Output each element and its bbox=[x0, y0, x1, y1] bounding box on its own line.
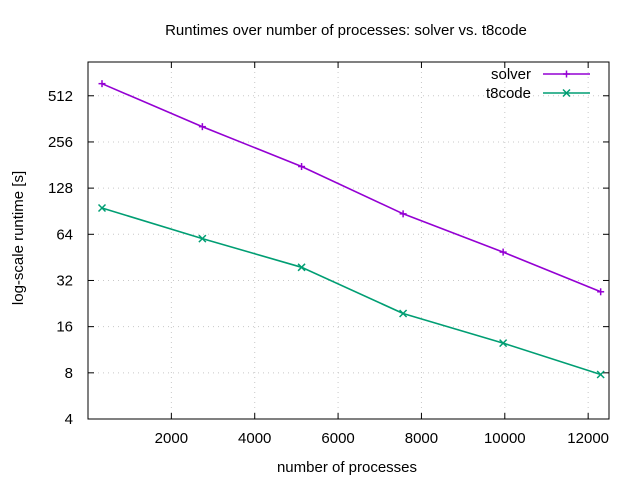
y-tick-label: 512 bbox=[48, 88, 73, 105]
data-point-t8code bbox=[297, 263, 306, 272]
data-point-solver bbox=[198, 123, 206, 131]
x-tick-label: 12000 bbox=[567, 430, 609, 447]
data-point-t8code-d2 bbox=[97, 203, 107, 213]
data-point-solver bbox=[499, 248, 507, 256]
y-tick-label: 256 bbox=[48, 134, 73, 151]
data-point-t8code-d2 bbox=[198, 234, 207, 243]
y-axis-label: log-scale runtime [s] bbox=[10, 171, 27, 305]
data-point-solver bbox=[597, 288, 605, 296]
data-point-t8code-d2 bbox=[499, 339, 508, 348]
data-point-t8code bbox=[198, 234, 207, 243]
legend-marker-t8code-d2 bbox=[562, 88, 571, 98]
data-point-t8code bbox=[499, 339, 508, 348]
y-tick-label: 32 bbox=[56, 272, 73, 289]
series-layer bbox=[97, 80, 605, 379]
x-tick-label: 4000 bbox=[238, 430, 271, 447]
data-point-t8code-d2 bbox=[399, 309, 408, 318]
x-axis-label: number of processes bbox=[277, 459, 417, 476]
data-point-t8code bbox=[399, 309, 408, 318]
legend-label-solver: solver bbox=[491, 66, 531, 83]
y-tick-label: 16 bbox=[56, 319, 73, 336]
series-line-t8code bbox=[101, 207, 601, 376]
grid bbox=[88, 62, 609, 419]
data-point-t8code-d2 bbox=[297, 263, 306, 272]
data-point-t8code bbox=[596, 370, 605, 379]
legend: solver t8code bbox=[486, 66, 590, 102]
x-tick-label: 6000 bbox=[321, 430, 354, 447]
chart-title: Runtimes over number of processes: solve… bbox=[165, 22, 527, 39]
x-tick-label: 2000 bbox=[155, 430, 188, 447]
x-tick-label: 10000 bbox=[484, 430, 526, 447]
data-point-solver bbox=[98, 80, 106, 88]
series-line-solver bbox=[101, 82, 602, 293]
data-point-solver bbox=[399, 210, 407, 218]
data-point-solver bbox=[298, 163, 306, 171]
y-tick-label: 64 bbox=[56, 226, 73, 243]
y-tick-label: 8 bbox=[65, 365, 73, 382]
legend-label-t8code: t8code bbox=[486, 85, 531, 102]
y-tick-label: 128 bbox=[48, 180, 73, 197]
ticks: 2000 4000 6000 8000 10000 12000 4 8 16 32 64 128 256… bbox=[48, 62, 609, 447]
y-tick-label: 4 bbox=[65, 411, 73, 428]
x-tick-label: 8000 bbox=[405, 430, 438, 447]
data-point-t8code-d2 bbox=[596, 370, 605, 379]
data-point-t8code bbox=[97, 203, 107, 213]
plot-frame bbox=[87, 61, 610, 420]
legend-marker-t8code bbox=[562, 88, 571, 98]
legend-marker-solver bbox=[563, 70, 570, 78]
